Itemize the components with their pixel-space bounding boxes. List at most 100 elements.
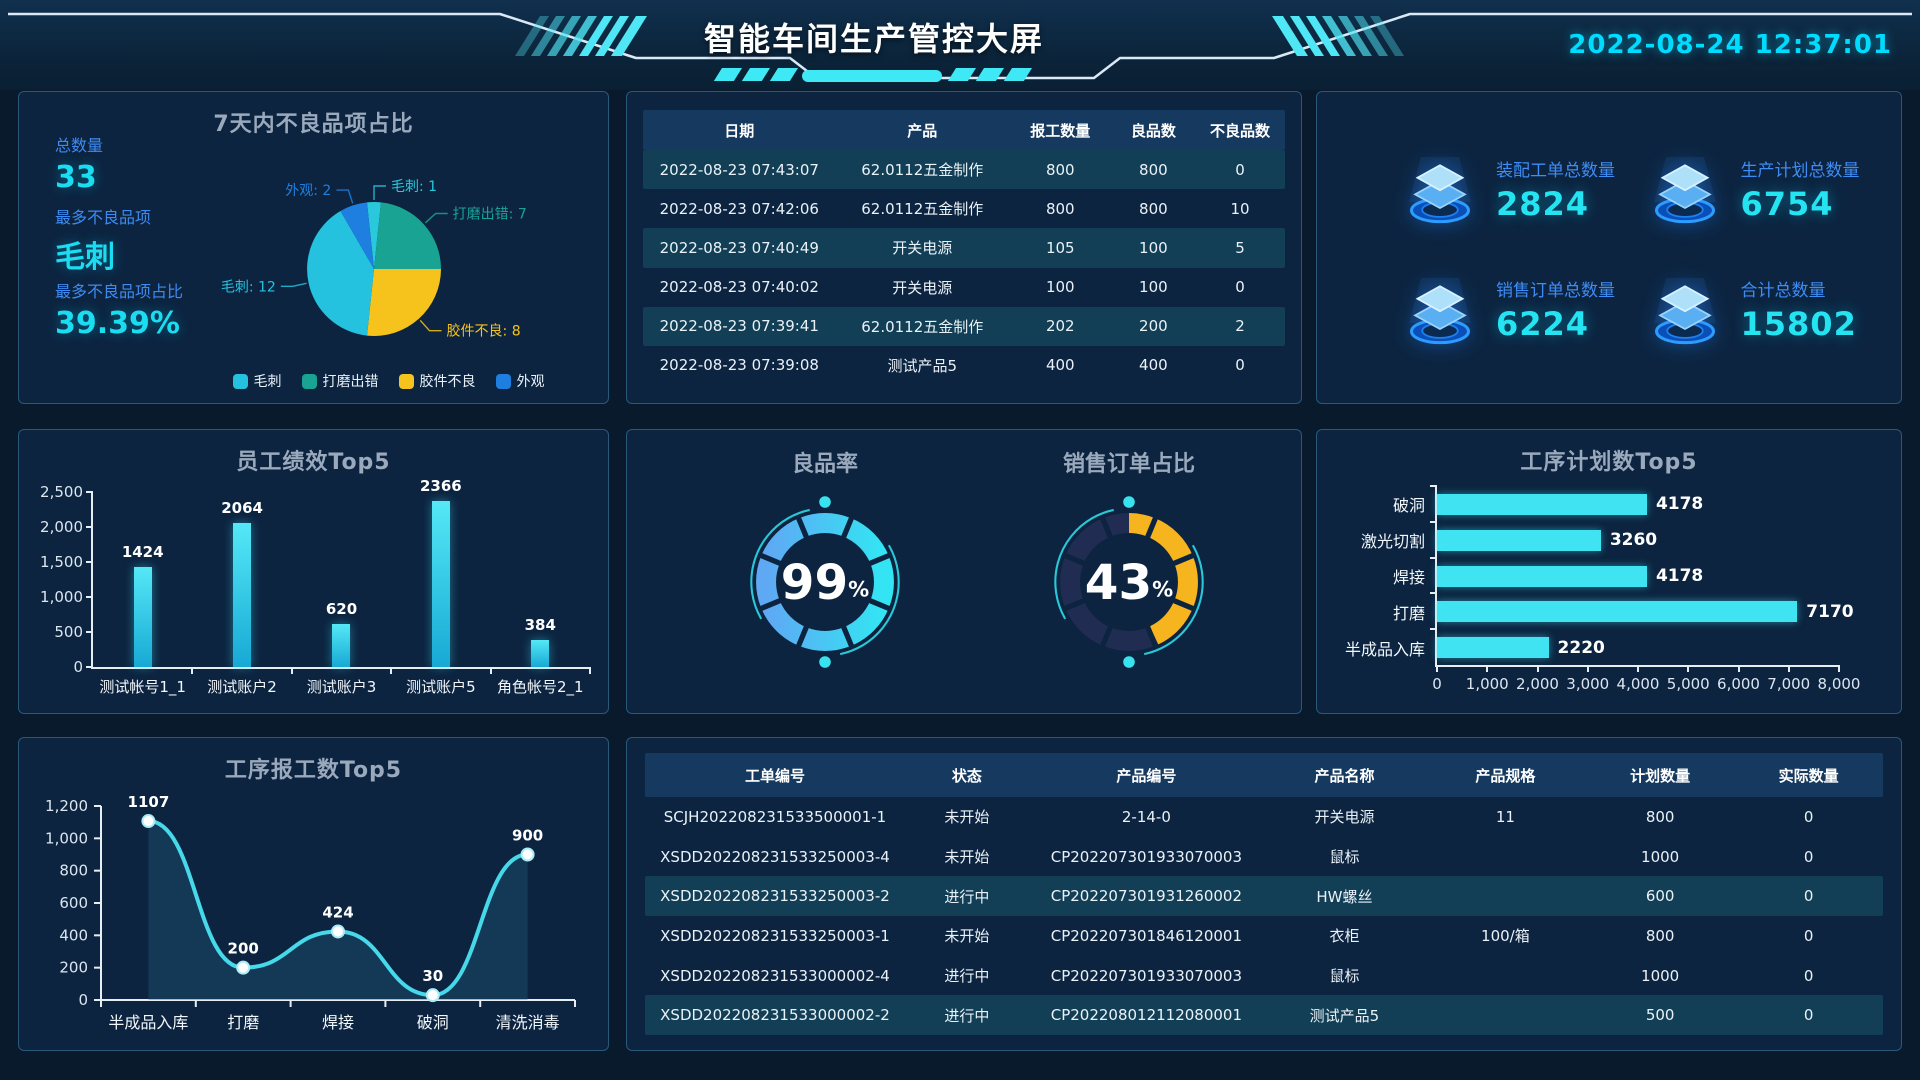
table-cell: 鼠标 (1329, 967, 1360, 986)
x-axis-tick-mark (1436, 665, 1438, 672)
point-value-label: 200 (228, 940, 259, 958)
column-header: 产品名称 (1314, 766, 1375, 785)
gauges-panel: 良品率 99% 销售订单占比 43% (626, 429, 1302, 714)
x-axis-category-label: 焊接 (322, 1013, 354, 1032)
plan-chart-title: 工序计划数Top5 (1520, 450, 1698, 475)
pie-slice (307, 211, 374, 336)
x-axis-tick-mark (1838, 665, 1840, 672)
pie-leader-line (336, 189, 354, 204)
table-cell: 1000 (1641, 966, 1680, 985)
x-axis-category-label: 半成品入库 (108, 1013, 188, 1032)
table-cell: 进行中 (944, 967, 990, 986)
data-point (331, 924, 345, 939)
x-axis-tick-mark (1787, 665, 1790, 672)
pie-slice (367, 269, 441, 336)
yield-rate-gauge: 99% (750, 496, 900, 668)
table-cell: 测试产品5 (1309, 1006, 1380, 1025)
process-plan-bar-chart: 破洞 4178 激光切割 3260 焊接 4178 打磨 7170 半成品入库 2220 0 1,00… (1345, 485, 1860, 693)
table-cell: 开关电源 (892, 239, 953, 258)
y-axis-category-label: 激光切割 (1360, 532, 1425, 552)
column-header: 产品编号 (1116, 766, 1177, 785)
pie-leader-line (419, 319, 442, 332)
top-defect-ratio-stat: 最多不良品项占比 39.39% (55, 278, 183, 341)
table-cell: 开关电源 (892, 278, 953, 297)
defect-ratio-panel: 7天内不良品项占比 总数量 33 最多不良品项 毛刺 最多不良品项占比 39.3… (18, 91, 609, 404)
bar (431, 501, 450, 667)
x-axis-tick-mark (1687, 665, 1690, 672)
x-axis-tick-mark (1637, 665, 1639, 672)
table-cell: CP202207301931260002 (1050, 887, 1243, 906)
bar-value-label: 620 (325, 599, 358, 618)
table-cell: 0 (1803, 807, 1814, 826)
bar-slot: 2366 测试账户5 (391, 477, 490, 696)
table-row: XSDD202208231533250003-1 未开始 CP20220730184… (645, 916, 1883, 956)
stat-label: 最多不良品项占比 (55, 282, 184, 301)
bar-value-label: 2064 (221, 498, 263, 517)
y-axis-tick-mark (1430, 520, 1437, 523)
stat-card-value: 2824 (1496, 184, 1590, 223)
table-cell: 2022-08-23 07:42:06 (659, 199, 819, 218)
header-decoration (8, 12, 1912, 82)
legend-item: 毛刺 (232, 371, 282, 391)
x-axis-tick-label: 6,000 (1717, 675, 1760, 693)
performance-chart-title: 员工绩效Top5 (236, 450, 391, 475)
y-axis-tick-label: 1,200 (45, 797, 88, 815)
bar-value-label: 4178 (1655, 566, 1704, 586)
table-cell: 进行中 (944, 1006, 990, 1025)
table-cell: CP202207301933070003 (1050, 847, 1243, 866)
total-count-stat: 总数量 33 (55, 132, 103, 195)
table-row: 2022-08-23 07:39:41 62.0112五金制作 202 200 2 (643, 306, 1285, 346)
stat-cards: 装配工单总数量 2824 生产计划总数量 6754 销售订单总数量 6224 合计总数量 15… (1317, 92, 1901, 403)
column-header: 状态 (951, 766, 982, 785)
pie-leader-line (280, 282, 307, 288)
legend-label: 毛刺 (253, 374, 282, 390)
y-axis-tick-label: 1,000 (40, 588, 83, 606)
table-cell: 62.0112五金制作 (861, 200, 984, 219)
table-cell: 0 (1803, 887, 1814, 906)
stat-value: 33 (55, 160, 97, 195)
x-axis-category-label: 测试账户5 (406, 678, 476, 696)
table-header-row: 日期 产品 报工数量 良品数 不良品数 (643, 110, 1285, 150)
table-cell: 202 (1045, 317, 1075, 336)
hbar-row: 破洞 4178 (1393, 493, 1839, 515)
hbar-row: 半成品入库 2220 (1345, 637, 1839, 659)
layers-icon (1407, 276, 1473, 344)
table-cell: SCJH202208231533500001-1 (663, 807, 887, 826)
legend-item: 胶件不良 (398, 371, 476, 391)
point-value-label: 30 (422, 967, 443, 985)
table-cell: 测试产品5 (887, 356, 958, 375)
y-axis-tick-mark (86, 561, 93, 563)
gauge-value: 43% (1085, 555, 1173, 611)
table-cell: XSDD202208231533250003-1 (660, 926, 890, 945)
yield-rate-gauge-box: 良品率 99% (675, 430, 975, 713)
table-cell: 62.0112五金制作 (861, 161, 984, 180)
y-axis-tick-label: 1,000 (45, 829, 88, 847)
table-cell: 0 (1803, 847, 1814, 866)
table-cell: XSDD202208231533250003-2 (660, 887, 890, 906)
process-report-panel: 工序报工数Top5 0 200 400 600 800 1,000 1,200 1107 半成品… (18, 737, 609, 1051)
table-cell: XSDD202208231533250003-4 (660, 847, 890, 866)
x-axis-category-label: 角色帐号2_1 (496, 678, 584, 696)
hbar-row: 激光切割 3260 (1361, 529, 1839, 551)
table-cell: 1000 (1641, 847, 1680, 866)
legend-item: 外观 (495, 371, 545, 391)
y-axis-tick-label: 500 (54, 623, 83, 641)
defect-pie-chart: 毛刺: 1 打磨出错: 7 胶件不良: 8 毛刺: 12 外观: 2 (221, 179, 527, 340)
table-row: XSDD202208231533250003-2 进行中 CP20220730193… (645, 876, 1883, 917)
x-axis-tick-label: 5,000 (1666, 675, 1710, 693)
x-axis-tick-mark (390, 667, 393, 674)
table-cell: 2-14-0 (1121, 807, 1171, 826)
sales-order-gauge-box: 销售订单占比 43% (979, 430, 1279, 713)
pie-slice-label: 打磨出错: 7 (453, 205, 527, 222)
point-value-label: 1107 (128, 793, 170, 811)
layers-icon (1407, 155, 1473, 224)
x-axis-tick-mark (1737, 665, 1740, 672)
table-cell: 200 (1139, 317, 1168, 336)
y-axis-category-label: 焊接 (1392, 568, 1425, 587)
x-axis-tick-mark (589, 667, 591, 674)
stat-card: 生产计划总数量 6754 (1647, 154, 1872, 224)
table-cell: 0 (1235, 160, 1245, 179)
table-cell: 100 (1045, 278, 1075, 297)
bar-slot: 620 测试账户3 (292, 492, 391, 696)
